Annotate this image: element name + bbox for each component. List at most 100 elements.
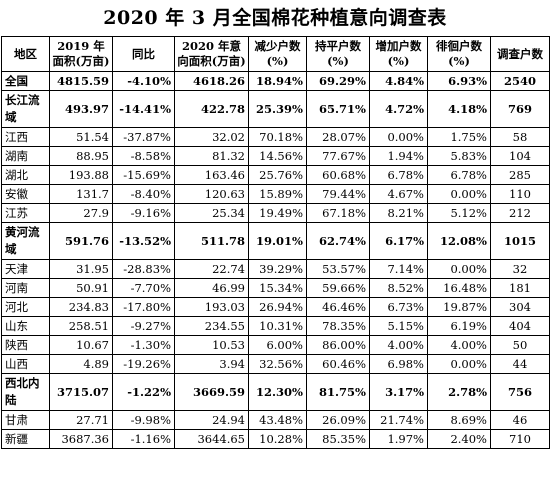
table-cell: 67.18%: [306, 203, 370, 223]
table-row: 江苏 27.9 -9.16% 25.34 19.49% 67.18% 8.21% 5.12% 2…: [1, 203, 550, 223]
summary-row: 全国 4815.59 -4.10% 4618.26 18.94% 69.29% 4.84% 6…: [1, 71, 550, 91]
table-cell: 51.54: [49, 127, 113, 147]
table-row: 湖北 193.88 -15.69% 163.46 25.76% 60.68% 6.78% 6.…: [1, 165, 550, 185]
table-cell: 46.99: [174, 278, 249, 298]
table-cell: 493.97: [49, 90, 113, 128]
table-cell: 86.00%: [306, 335, 370, 355]
table-cell: 70.18%: [248, 127, 307, 147]
table-row: 河北 234.83 -17.80% 193.03 26.94% 46.46% 6.73% 19…: [1, 297, 550, 317]
table-cell: 769: [490, 90, 550, 128]
table-cell: 22.74: [174, 259, 249, 279]
header-cell: 增加户数(%): [369, 36, 428, 72]
region-cell: 湖南: [1, 146, 50, 166]
table-cell: 4618.26: [174, 71, 249, 91]
table-cell: 32.02: [174, 127, 249, 147]
summary-row: 长江流域 493.97 -14.41% 422.78 25.39% 65.71% 4.72%…: [1, 90, 550, 128]
header-cell: 徘徊户数(%): [427, 36, 491, 72]
table-cell: 53.57%: [306, 259, 370, 279]
table-cell: 4.89: [49, 354, 113, 374]
table-cell: 0.00%: [427, 259, 491, 279]
table-cell: 7.14%: [369, 259, 428, 279]
table-cell: 19.01%: [248, 222, 307, 260]
header-cell: 地区: [1, 36, 50, 72]
table-cell: 511.78: [174, 222, 249, 260]
table-cell: 0.00%: [427, 354, 491, 374]
table-cell: 10.67: [49, 335, 113, 355]
table-cell: 3669.59: [174, 373, 249, 411]
table-row: 陕西 10.67 -1.30% 10.53 6.00% 86.00% 4.00% 4.00% 5…: [1, 335, 550, 355]
table-cell: 27.71: [49, 410, 113, 430]
table-cell: 234.83: [49, 297, 113, 317]
table-cell: 3.17%: [369, 373, 428, 411]
table-cell: 2540: [490, 71, 550, 91]
header-cell: 同比: [112, 36, 175, 72]
header-cell: 调查户数: [490, 36, 550, 72]
table-cell: 62.74%: [306, 222, 370, 260]
table-cell: 58: [490, 127, 550, 147]
summary-row: 西北内陆 3715.07 -1.22% 3669.59 12.30% 81.75% 3.17…: [1, 373, 550, 411]
table-cell: 28.07%: [306, 127, 370, 147]
table-cell: 304: [490, 297, 550, 317]
table-cell: -17.80%: [112, 297, 175, 317]
table-cell: 60.68%: [306, 165, 370, 185]
header-cell: 2019 年面积(万亩): [49, 36, 113, 72]
table-cell: 163.46: [174, 165, 249, 185]
table-cell: 1.97%: [369, 429, 428, 449]
table-cell: -1.16%: [112, 429, 175, 449]
table-cell: -14.41%: [112, 90, 175, 128]
table-cell: 44: [490, 354, 550, 374]
header-cell: 减少户数(%): [248, 36, 307, 72]
table-cell: 19.49%: [248, 203, 307, 223]
table-cell: 50: [490, 335, 550, 355]
region-cell: 全国: [1, 71, 50, 91]
region-cell: 天津: [1, 259, 50, 279]
table-cell: 8.69%: [427, 410, 491, 430]
table-cell: 19.87%: [427, 297, 491, 317]
table-cell: 181: [490, 278, 550, 298]
table-cell: -28.83%: [112, 259, 175, 279]
table-cell: 85.35%: [306, 429, 370, 449]
table-cell: 591.76: [49, 222, 113, 260]
region-cell: 西北内陆: [1, 373, 50, 411]
table-row: 湖南 88.95 -8.58% 81.32 14.56% 77.67% 1.94% 5.83%…: [1, 146, 550, 166]
table-cell: 65.71%: [306, 90, 370, 128]
region-cell: 陕西: [1, 335, 50, 355]
table-cell: -8.58%: [112, 146, 175, 166]
table-cell: 46: [490, 410, 550, 430]
table-row: 安徽 131.7 -8.40% 120.63 15.89% 79.44% 4.67% 0.00…: [1, 184, 550, 204]
table-cell: 25.39%: [248, 90, 307, 128]
table-cell: 21.74%: [369, 410, 428, 430]
region-cell: 新疆: [1, 429, 50, 449]
table-cell: 6.93%: [427, 71, 491, 91]
table-cell: 4.67%: [369, 184, 428, 204]
table-cell: 104: [490, 146, 550, 166]
table-cell: -9.98%: [112, 410, 175, 430]
table-cell: 39.29%: [248, 259, 307, 279]
table-cell: -9.27%: [112, 316, 175, 336]
table-cell: -37.87%: [112, 127, 175, 147]
table-cell: 79.44%: [306, 184, 370, 204]
table-cell: 15.89%: [248, 184, 307, 204]
table-row: 山西 4.89 -19.26% 3.94 32.56% 60.46% 6.98% 0.00% 4…: [1, 354, 550, 374]
table-cell: 0.00%: [427, 184, 491, 204]
table-cell: 5.83%: [427, 146, 491, 166]
table-cell: 10.53: [174, 335, 249, 355]
region-cell: 山西: [1, 354, 50, 374]
table-cell: -7.70%: [112, 278, 175, 298]
table-cell: 3644.65: [174, 429, 249, 449]
table-cell: 404: [490, 316, 550, 336]
table-cell: 4.00%: [369, 335, 428, 355]
table-cell: 4.00%: [427, 335, 491, 355]
table-cell: 4.72%: [369, 90, 428, 128]
region-cell: 河北: [1, 297, 50, 317]
table-cell: 16.48%: [427, 278, 491, 298]
table-row: 新疆 3687.36 -1.16% 3644.65 10.28% 85.35% 1.97% 2…: [1, 429, 550, 449]
table-cell: 1.94%: [369, 146, 428, 166]
table-cell: 69.29%: [306, 71, 370, 91]
table-cell: 193.03: [174, 297, 249, 317]
table-cell: 25.76%: [248, 165, 307, 185]
table-cell: 81.75%: [306, 373, 370, 411]
table-cell: 15.34%: [248, 278, 307, 298]
region-cell: 江西: [1, 127, 50, 147]
table-cell: 258.51: [49, 316, 113, 336]
